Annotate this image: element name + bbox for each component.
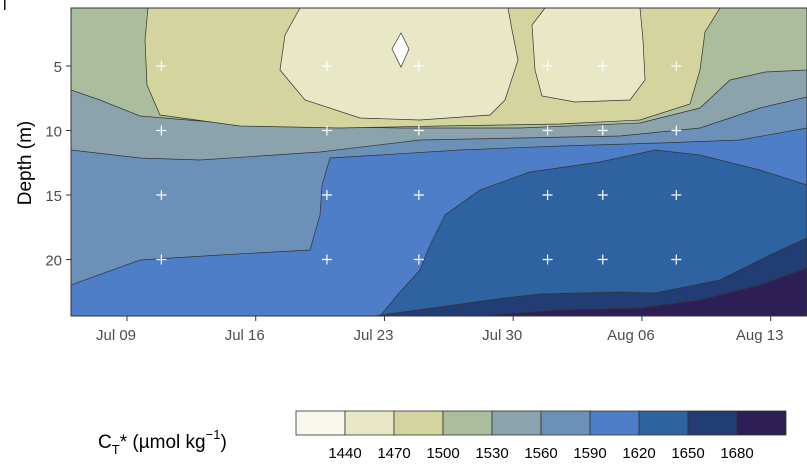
sample-point	[671, 61, 682, 71]
legend-swatch	[687, 410, 738, 436]
legend-swatch	[393, 410, 444, 436]
sample-point	[597, 190, 608, 200]
sample-point	[413, 61, 424, 71]
legend-swatch	[540, 410, 591, 436]
sample-point	[156, 190, 167, 200]
plot-panel	[71, 8, 807, 316]
contour-band-1440-1470	[279, 8, 519, 121]
sample-point	[156, 254, 167, 265]
legend-swatch	[589, 410, 640, 436]
sample-point	[321, 254, 332, 265]
panel-border	[70, 7, 807, 317]
sample-point	[671, 254, 682, 265]
legend-label: 1590	[573, 445, 606, 462]
contour-band-above-1680	[479, 267, 807, 316]
sample-point	[597, 61, 608, 71]
legend-label: 1650	[671, 445, 704, 462]
legend-label: 1530	[475, 445, 508, 462]
x-axis: Jul 09 Jul 16 Jul 23 Jul 30 Aug 06 Aug 13	[96, 316, 783, 344]
contour-band-below-1440	[391, 32, 410, 68]
x-tick-label: Jul 30	[482, 327, 522, 344]
y-tick-label: 5	[54, 59, 62, 76]
x-tick-label: Aug 13	[736, 327, 784, 344]
y-tick-label: 20	[45, 253, 62, 270]
sample-point	[413, 190, 424, 200]
sample-point	[413, 125, 424, 136]
x-tick-label: Jul 09	[96, 327, 136, 344]
sample-point	[413, 254, 424, 265]
sample-point	[542, 61, 553, 71]
sample-point	[542, 254, 553, 265]
sample-point	[671, 125, 682, 136]
legend-swatch	[638, 410, 689, 436]
x-tick-label: Jul 16	[225, 327, 265, 344]
legend-label: 1680	[720, 445, 753, 462]
legend-swatch	[491, 410, 542, 436]
y-tick-label: 15	[45, 188, 62, 205]
sample-point	[542, 125, 553, 136]
y-axis-title: Depth (m)	[15, 121, 36, 205]
legend-label: 1620	[622, 445, 655, 462]
sample-point	[597, 125, 608, 136]
y-axis: 5 10 15 20	[45, 59, 71, 270]
sample-point	[597, 254, 608, 265]
legend: CT* (µmol kg−1) 1440 1470 1500 1530 1560 1590…	[98, 410, 787, 462]
legend-swatch	[736, 410, 787, 436]
panel-letter: l	[3, 0, 7, 14]
legend-label: 1440	[328, 445, 361, 462]
legend-label: 1500	[426, 445, 459, 462]
sample-point	[321, 190, 332, 200]
y-tick-label: 10	[45, 124, 62, 141]
sample-point	[321, 125, 332, 136]
contour-band-1440-1470-b	[531, 8, 646, 103]
sample-point	[156, 125, 167, 136]
x-tick-label: Aug 06	[607, 327, 655, 344]
legend-swatch	[295, 410, 346, 436]
sample-point	[321, 61, 332, 71]
sample-point	[671, 190, 682, 200]
contour-band-1650-1680	[373, 237, 807, 316]
legend-label: 1560	[524, 445, 557, 462]
legend-swatch	[344, 410, 395, 436]
sample-point	[156, 61, 167, 71]
x-tick-label: Jul 23	[353, 327, 393, 344]
legend-label: 1470	[377, 445, 410, 462]
legend-swatch	[442, 410, 493, 436]
sample-point	[542, 190, 553, 200]
legend-title: CT* (µmol kg−1)	[98, 427, 227, 457]
